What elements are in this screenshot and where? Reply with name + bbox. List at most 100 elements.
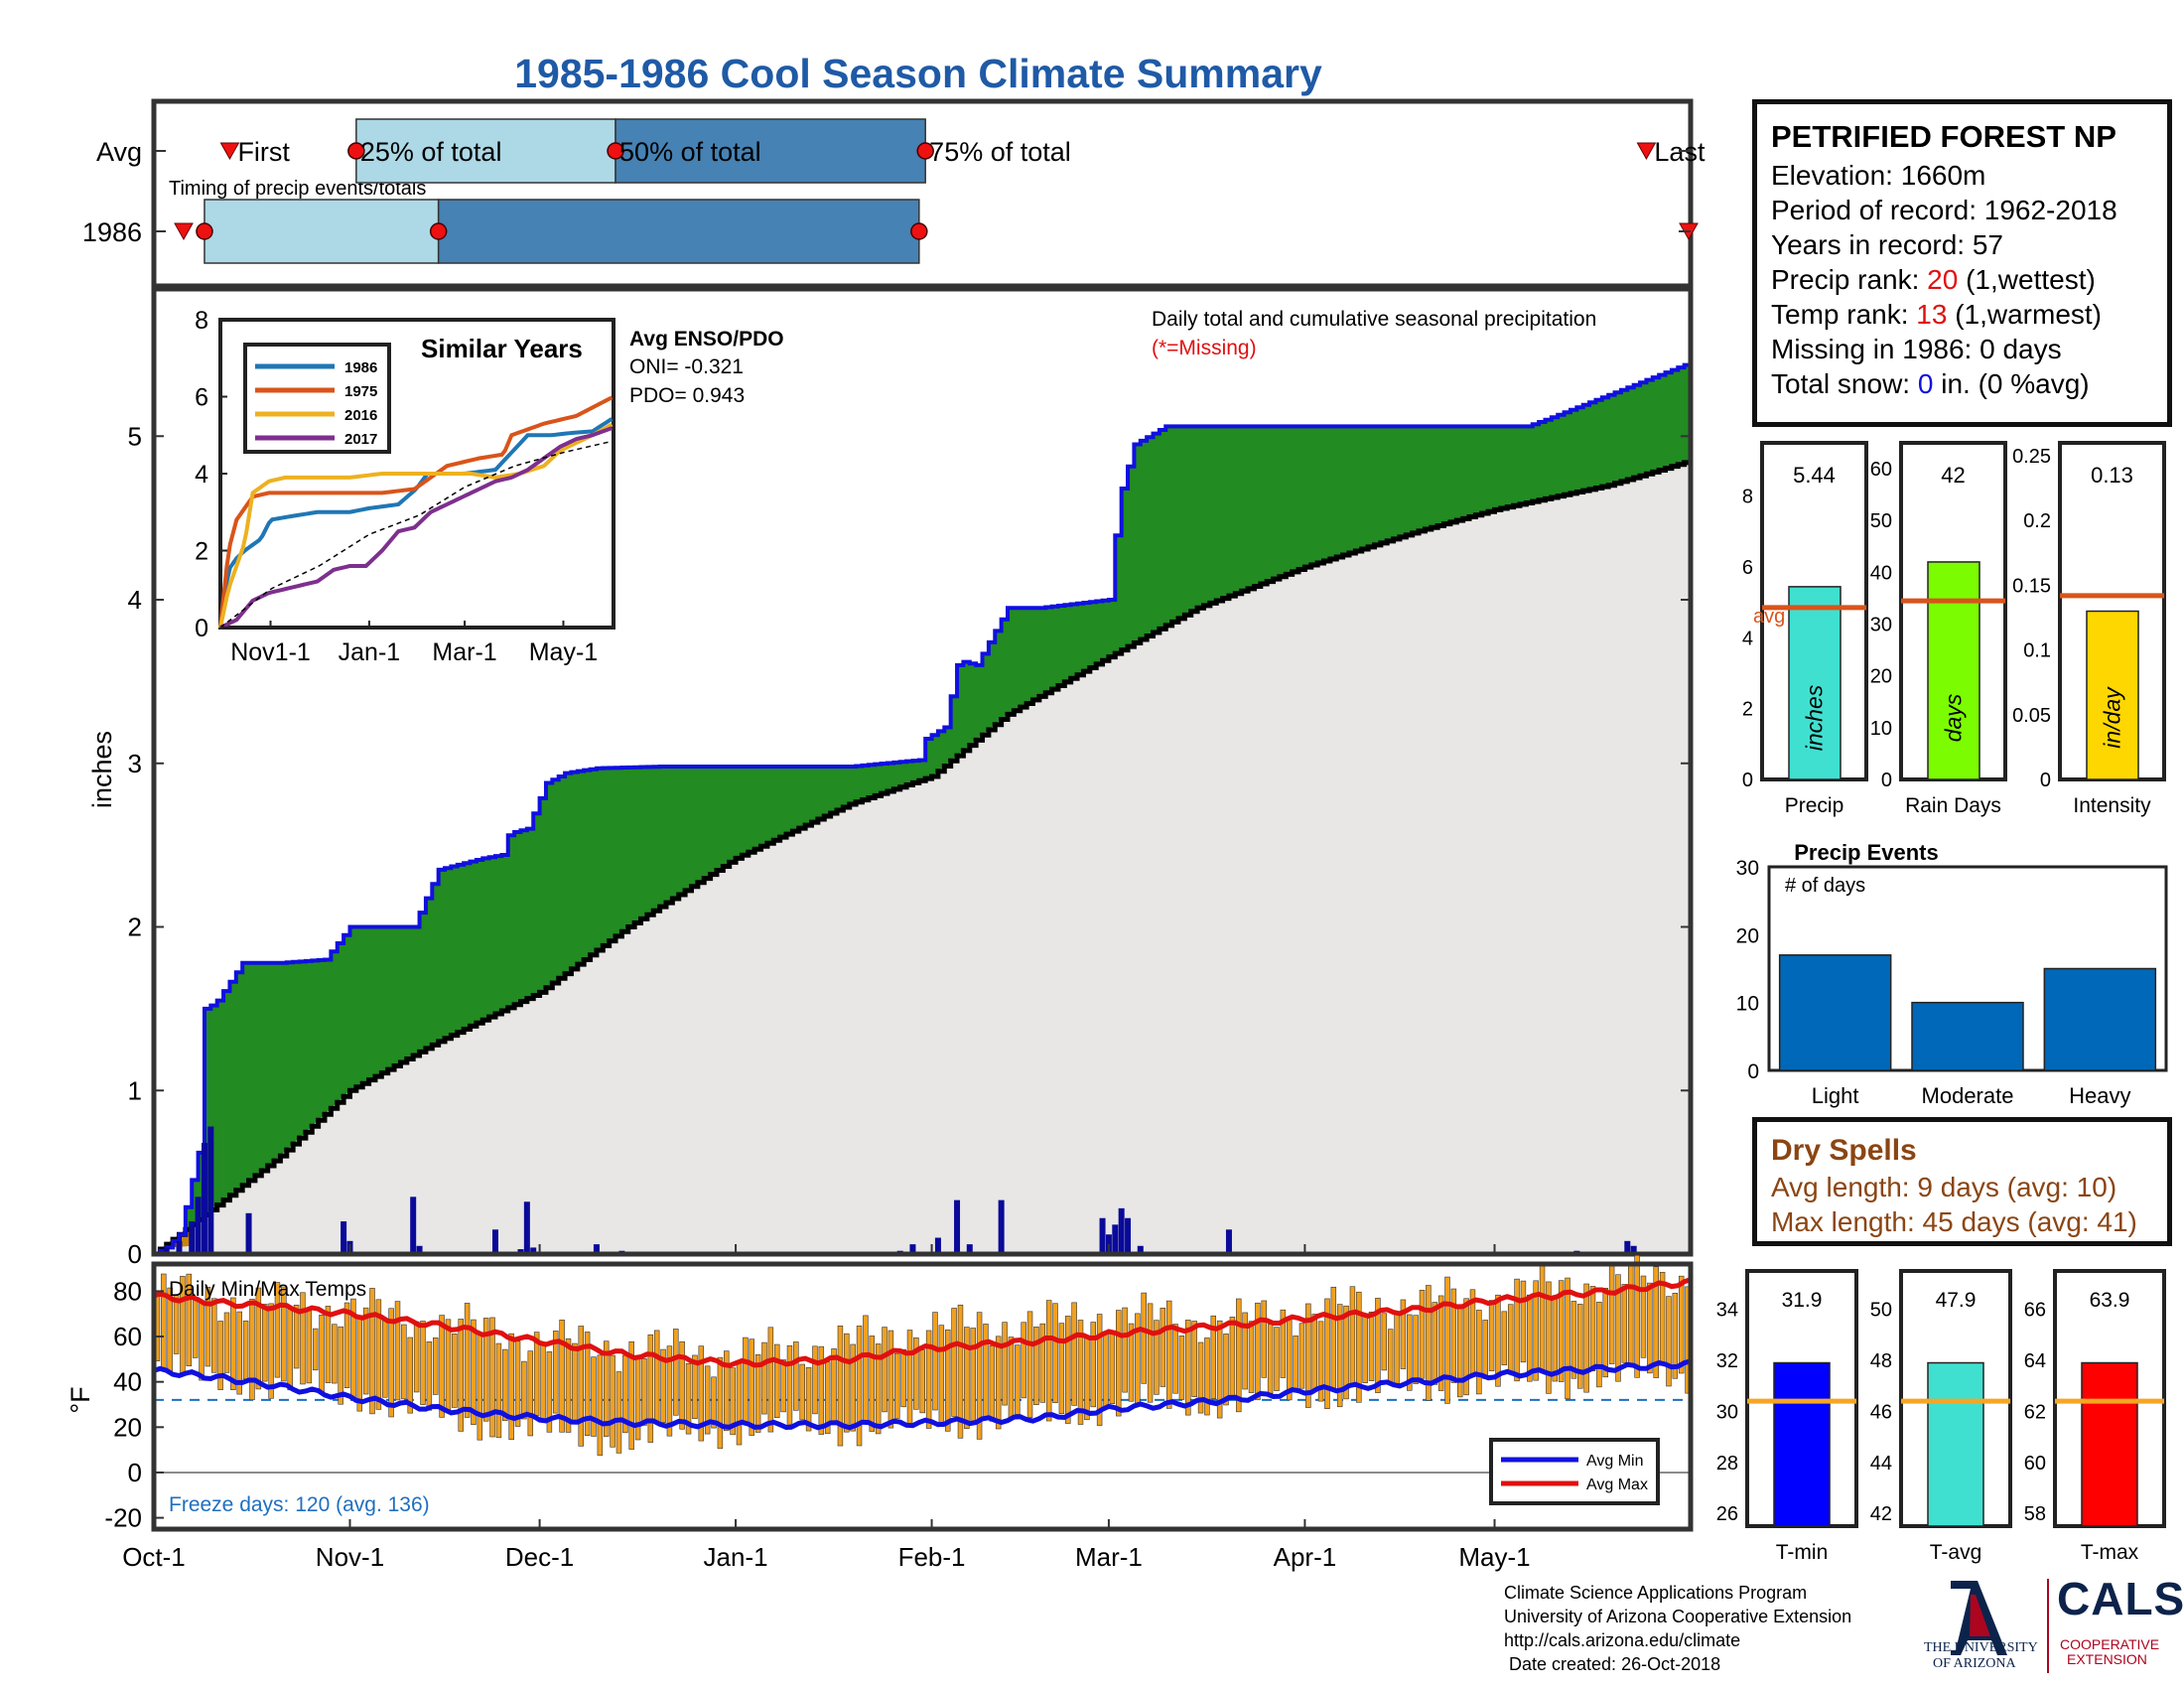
daily-temp-bar <box>1495 1294 1501 1387</box>
daily-temp-bar <box>274 1282 281 1378</box>
daily-temp-bar <box>610 1354 615 1448</box>
daily-temp-bar <box>754 1353 761 1433</box>
daily-temp-bar <box>1463 1298 1469 1396</box>
precip-rank-value: 20 <box>1927 264 1959 295</box>
daily-temp-bar <box>761 1341 767 1415</box>
daily-temp-bar <box>1615 1274 1621 1382</box>
inset-y-tick-label: 8 <box>195 307 208 335</box>
daily-precip-bar <box>341 1221 347 1254</box>
daily-temp-bar <box>812 1345 818 1415</box>
daily-temp-bar <box>711 1376 717 1429</box>
daily-temp-bar <box>1488 1300 1495 1371</box>
daily-temp-bar <box>1033 1327 1039 1406</box>
daily-temp-bar <box>1172 1324 1178 1394</box>
daily-temp-bar <box>887 1330 894 1429</box>
inset-series-2017 <box>219 426 614 630</box>
main-chart-frame <box>151 286 1694 1257</box>
daily-temp-bar <box>1154 1320 1160 1395</box>
avg-min-line <box>153 1358 1692 1431</box>
daily-precip-bar <box>954 1199 961 1254</box>
temp-y-tick-label: -20 <box>104 1503 142 1533</box>
daily-temp-bar <box>546 1351 553 1433</box>
temp-stat-category-0: T-min <box>1776 1541 1829 1564</box>
precip-event-bar-heavy <box>2043 967 2157 1071</box>
precip-stat-bar-2 <box>2086 610 2139 780</box>
daily-temp-bar <box>692 1354 698 1419</box>
temperature-panel: -20 0 20 40 60 80 Daily Min/Max Temps °F Free… <box>66 1254 1694 1572</box>
temp-stat-y-tick-label: 32 <box>1716 1350 1738 1372</box>
inset-y-tick-label: 6 <box>195 384 208 412</box>
daily-temp-bar <box>799 1363 805 1421</box>
daily-precip-bar <box>410 1196 417 1254</box>
precip-stats-bars: 5.44 inches Precip 0 2 4 6 8 42 days Rain Days 0 10 2… <box>1742 441 2166 817</box>
daily-temp-bar <box>300 1292 306 1385</box>
main-y-tick-label: 4 <box>128 585 142 615</box>
daily-temp-bar <box>856 1326 863 1447</box>
daily-temp-bar <box>894 1352 900 1419</box>
daily-temp-bar <box>306 1310 313 1384</box>
temp-stat-y-tick-label: 46 <box>1870 1401 1892 1423</box>
daily-temp-bar <box>1210 1315 1217 1399</box>
daily-temp-bar <box>1021 1322 1026 1399</box>
daily-temp-bar <box>343 1302 350 1389</box>
footer-url: http://cals.arizona.edu/climate <box>1504 1630 1741 1650</box>
daily-temp-bar <box>1052 1303 1058 1403</box>
daily-temp-bar <box>837 1326 844 1447</box>
precip-stat-value-2: 0.13 <box>2091 463 2133 488</box>
temp-stat-value-2: 63.9 <box>2090 1289 2130 1312</box>
precip-stat-category-0: Precip <box>1785 794 1844 817</box>
daily-precip-bar <box>1112 1224 1119 1254</box>
inset-legend-label-1986: 1986 <box>344 359 377 376</box>
precip-stat-category-1: Rain Days <box>1905 794 2001 817</box>
similar-years-inset: 0 2 4 6 8 Nov1-1 Jan-1 Mar-1 May-1 1986 1975 2016 20… <box>195 307 615 666</box>
x-tick-label: Nov-1 <box>316 1542 384 1572</box>
daily-temp-bar <box>818 1345 825 1435</box>
daily-temp-bar <box>464 1303 471 1418</box>
daily-temp-bar <box>192 1298 199 1358</box>
daily-temp-bar <box>1621 1284 1628 1363</box>
main-annotation: Daily total and cumulative seasonal prec… <box>1152 308 1596 331</box>
footer-date: Date created: 26-Oct-2018 <box>1504 1654 1721 1674</box>
daily-temp-bar <box>1223 1334 1229 1406</box>
daily-temp-bar <box>1115 1310 1122 1417</box>
ua-line1: THE UNIVERSITY <box>1924 1640 2038 1655</box>
temp-rank-value: 13 <box>1916 299 1948 330</box>
daily-temp-bar <box>471 1319 477 1425</box>
daily-temp-bar <box>1527 1294 1533 1382</box>
snow-label: Total snow: <box>1771 368 1918 399</box>
arizona-a-inner <box>1970 1595 1990 1636</box>
temp-stat-bar-2 <box>2081 1361 2138 1527</box>
daily-temp-bar <box>388 1308 394 1418</box>
daily-temp-bar <box>743 1336 749 1423</box>
daily-temp-bar <box>1476 1310 1482 1395</box>
daily-temp-bar <box>1065 1316 1071 1424</box>
daily-temp-bar <box>1204 1337 1210 1416</box>
daily-temp-bar <box>584 1332 591 1436</box>
daily-temp-bar <box>1419 1290 1426 1379</box>
daily-temp-bar <box>1236 1298 1242 1413</box>
daily-temp-bar <box>844 1333 850 1433</box>
precip-stat-bar-0 <box>1788 586 1842 780</box>
daily-temp-bar <box>426 1341 433 1411</box>
daily-temp-bar <box>268 1303 274 1399</box>
temp-stat-y-tick-label: 28 <box>1716 1453 1738 1475</box>
daily-temp-bar <box>1109 1333 1116 1405</box>
temp-stat-category-1: T-avg <box>1930 1541 1982 1564</box>
daily-temp-bar <box>773 1343 780 1418</box>
daily-temp-bar <box>1015 1344 1021 1415</box>
daily-temp-bar <box>1583 1283 1589 1393</box>
daily-precip-bar <box>593 1244 600 1254</box>
daily-temp-bar <box>1248 1321 1255 1393</box>
avg-timing-label: 25% of total <box>360 137 502 167</box>
avg-50-marker <box>607 142 624 160</box>
daily-temp-bar <box>230 1297 236 1390</box>
temp-stat-category-2: T-max <box>2081 1541 2139 1564</box>
events-y-tick-label: 10 <box>1736 993 1759 1016</box>
inset-legend-label-2017: 2017 <box>344 431 377 448</box>
daily-temp-bar <box>704 1365 711 1435</box>
precip-stat-y-tick-label: 4 <box>1742 628 1753 649</box>
temp-stat-bar-1 <box>1927 1361 1984 1527</box>
daily-temp-bar <box>502 1348 508 1422</box>
daily-temp-bar <box>432 1337 439 1395</box>
daily-precip-bar <box>1125 1217 1132 1254</box>
